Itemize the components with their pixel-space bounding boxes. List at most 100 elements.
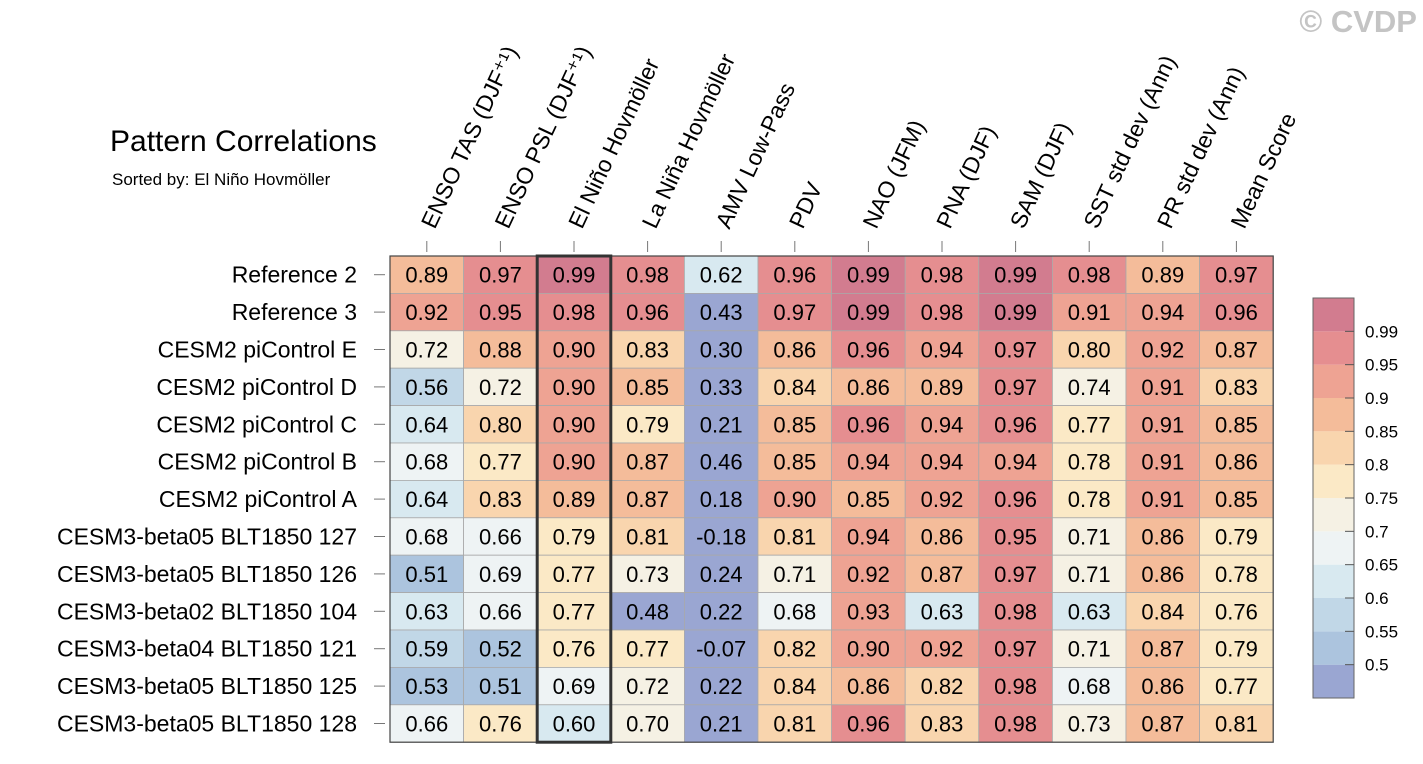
heatmap-cell xyxy=(1199,405,1274,444)
cell-value: 0.79 xyxy=(1215,637,1258,662)
colorbar-label: 0.99 xyxy=(1365,322,1398,341)
heatmap-cell xyxy=(978,442,1053,481)
cell-value: 0.82 xyxy=(921,674,964,699)
colorbar-label: 0.85 xyxy=(1365,422,1398,441)
heatmap-cell xyxy=(1125,554,1200,594)
cell-value: 0.90 xyxy=(553,450,596,475)
cell-value: 0.81 xyxy=(1215,712,1258,737)
cell-value: 0.86 xyxy=(1141,525,1184,550)
cell-value: 0.68 xyxy=(405,525,448,550)
heatmap-cell xyxy=(904,592,980,631)
cell-value: 0.53 xyxy=(405,674,448,699)
heatmap-cell xyxy=(463,704,538,743)
cell-value: 0.24 xyxy=(700,562,743,587)
cell-value: 0.85 xyxy=(1215,487,1258,512)
heatmap-cell xyxy=(684,479,759,519)
cell-value: 0.99 xyxy=(553,263,596,288)
heatmap-cell xyxy=(904,667,980,706)
heatmap-cell xyxy=(757,592,832,631)
cell-value: 0.99 xyxy=(994,300,1037,325)
row-label-cesm2-picontrol-e: CESM2 piControl E xyxy=(158,337,357,363)
cell-value: 0.85 xyxy=(847,487,890,512)
cell-value: 0.77 xyxy=(1068,412,1111,437)
cell-value: 0.96 xyxy=(847,338,890,363)
cell-value: 0.91 xyxy=(1141,450,1184,475)
cell-value: 0.95 xyxy=(479,300,522,325)
cell-value: 0.90 xyxy=(553,412,596,437)
cell-value: 0.97 xyxy=(994,338,1037,363)
cell-value: 0.96 xyxy=(626,300,669,325)
heatmap-cell xyxy=(610,517,685,556)
cell-value: 0.98 xyxy=(553,300,596,325)
cell-value: 0.71 xyxy=(1068,525,1111,550)
cell-value: 0.81 xyxy=(773,525,816,550)
cell-value: 0.76 xyxy=(553,637,596,662)
cell-value: 0.94 xyxy=(921,450,964,475)
heatmap-cell xyxy=(1199,517,1274,556)
cell-value: 0.48 xyxy=(626,599,669,624)
heatmap-cell xyxy=(1199,667,1274,706)
heatmap-cell xyxy=(1052,405,1127,444)
colorbar-label: 0.7 xyxy=(1365,522,1389,541)
heatmap-frame xyxy=(389,255,1274,743)
cell-value: 0.96 xyxy=(847,712,890,737)
heatmap-cell xyxy=(1125,255,1200,294)
heatmap-cell xyxy=(978,592,1053,631)
heatmap-cell xyxy=(684,442,759,481)
heatmap-cell xyxy=(536,554,612,594)
cell-value: 0.22 xyxy=(700,599,743,624)
cell-value: 0.93 xyxy=(847,599,890,624)
cell-value: 0.97 xyxy=(994,375,1037,400)
cell-value: 0.87 xyxy=(626,450,669,475)
cell-value: 0.98 xyxy=(921,263,964,288)
row-label-reference-3: Reference 3 xyxy=(232,299,357,325)
cell-value: 0.89 xyxy=(553,487,596,512)
cell-value: 0.81 xyxy=(626,525,669,550)
heatmap-cell xyxy=(389,704,464,743)
heatmap-cell xyxy=(757,292,832,332)
heatmap-cell xyxy=(831,367,906,407)
cell-value: 0.88 xyxy=(479,338,522,363)
row-label-cesm3-beta05-blt1850-127: CESM3-beta05 BLT1850 127 xyxy=(57,524,357,550)
heatmap-cell xyxy=(389,442,464,481)
cell-value: 0.87 xyxy=(626,487,669,512)
heatmap-cell xyxy=(904,554,980,594)
cell-value: 0.71 xyxy=(773,562,816,587)
cell-value: 0.77 xyxy=(553,562,596,587)
heatmap-cell xyxy=(1052,517,1127,556)
cell-value: 0.91 xyxy=(1068,300,1111,325)
heatmap-cell xyxy=(831,292,906,332)
heatmap-cell xyxy=(684,554,759,594)
colorbar-label: 0.65 xyxy=(1365,556,1398,575)
cell-value: 0.78 xyxy=(1068,487,1111,512)
colorbar-box xyxy=(1313,298,1354,332)
cell-value: 0.98 xyxy=(994,674,1037,699)
cell-value: 0.21 xyxy=(700,712,743,737)
heatmap-cell xyxy=(757,479,832,519)
heatmap-cell xyxy=(757,442,832,481)
row-label-cesm2-picontrol-c: CESM2 piControl C xyxy=(156,411,357,437)
cell-value: 0.22 xyxy=(700,674,743,699)
heatmap-cell xyxy=(610,592,685,631)
cell-value: 0.76 xyxy=(479,712,522,737)
cell-value: 0.64 xyxy=(405,412,448,437)
cell-value: 0.89 xyxy=(1141,263,1184,288)
heatmap-cell xyxy=(757,554,832,594)
cell-value: 0.92 xyxy=(1141,338,1184,363)
colorbar-label: 0.5 xyxy=(1365,656,1389,675)
cell-value: 0.84 xyxy=(773,674,816,699)
cell-value: 0.83 xyxy=(626,338,669,363)
cell-value: 0.77 xyxy=(626,637,669,662)
heatmap-cell xyxy=(904,255,980,294)
heatmap-cell xyxy=(757,704,832,743)
colorbar-label: 0.55 xyxy=(1365,622,1398,641)
cell-value: 0.63 xyxy=(405,599,448,624)
cell-value: 0.43 xyxy=(700,300,743,325)
column-label-mean-score: Mean Score xyxy=(1225,109,1301,232)
cell-value: 0.63 xyxy=(1068,599,1111,624)
heatmap-cell xyxy=(831,592,906,631)
cell-value: 0.60 xyxy=(553,712,596,737)
watermark: © CVDP xyxy=(1299,4,1417,39)
cell-value: 0.92 xyxy=(921,637,964,662)
